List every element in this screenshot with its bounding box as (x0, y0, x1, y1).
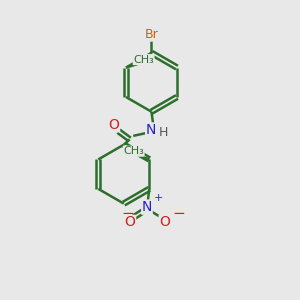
Text: O: O (109, 118, 119, 132)
Text: N: N (146, 123, 156, 137)
Text: H: H (159, 126, 168, 139)
Text: +: + (153, 193, 163, 202)
Text: O: O (125, 215, 136, 230)
Text: −: − (121, 206, 134, 221)
Text: −: − (172, 206, 185, 221)
Text: O: O (159, 215, 170, 230)
Text: N: N (142, 200, 152, 214)
Text: Br: Br (145, 28, 158, 41)
Text: CH₃: CH₃ (133, 55, 154, 64)
Text: CH₃: CH₃ (123, 146, 144, 156)
